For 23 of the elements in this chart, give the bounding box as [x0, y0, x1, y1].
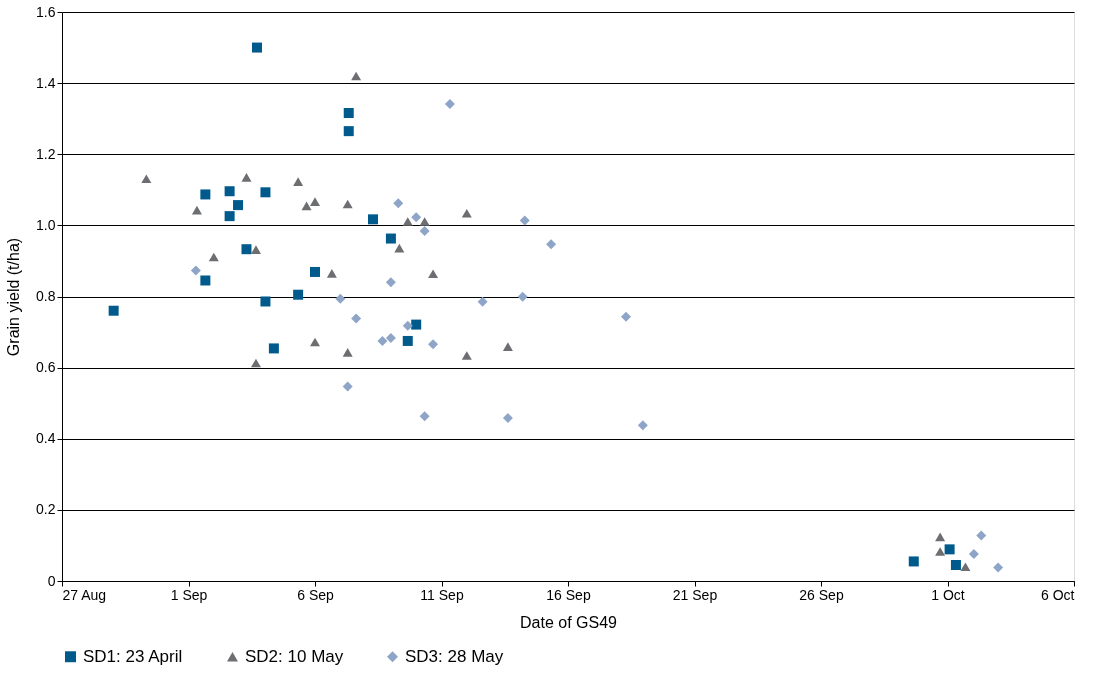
- y-tick-label: 1.0: [36, 216, 56, 233]
- y-tick-label: 0: [47, 572, 56, 589]
- x-tick-label: 27 Aug: [62, 586, 107, 603]
- y-tick-label: 0.6: [36, 359, 56, 376]
- x-tick-label: 1 Sep: [170, 586, 208, 603]
- x-tick-label: 11 Sep: [420, 586, 464, 603]
- y-tick-label: 0.8: [36, 288, 56, 304]
- x-tick-label: 16 Sep: [546, 586, 591, 603]
- x-tick-label: 1 Oct: [931, 586, 965, 603]
- legend-label: SD2: 10 May: [245, 646, 344, 666]
- y-tick-label: 1.6: [36, 3, 56, 20]
- y-tick-label: 0.4: [36, 430, 56, 447]
- legend-label: SD3: 28 May: [405, 646, 504, 666]
- x-tick-label: 6 Sep: [297, 586, 334, 603]
- y-tick-label: 1.2: [36, 145, 56, 162]
- x-tick-label: 21 Sep: [672, 586, 718, 603]
- y-tick-label: 1.4: [36, 74, 56, 91]
- y-tick-label: 0.2: [36, 501, 56, 518]
- x-axis-title: Date of GS49: [520, 613, 618, 631]
- legend-label: SD1: 23 April: [83, 646, 183, 666]
- y-axis-title: Grain yield (t/ha): [5, 237, 23, 357]
- x-tick-label: 26 Sep: [799, 586, 844, 603]
- x-tick-label: 6 Oct: [1041, 586, 1075, 603]
